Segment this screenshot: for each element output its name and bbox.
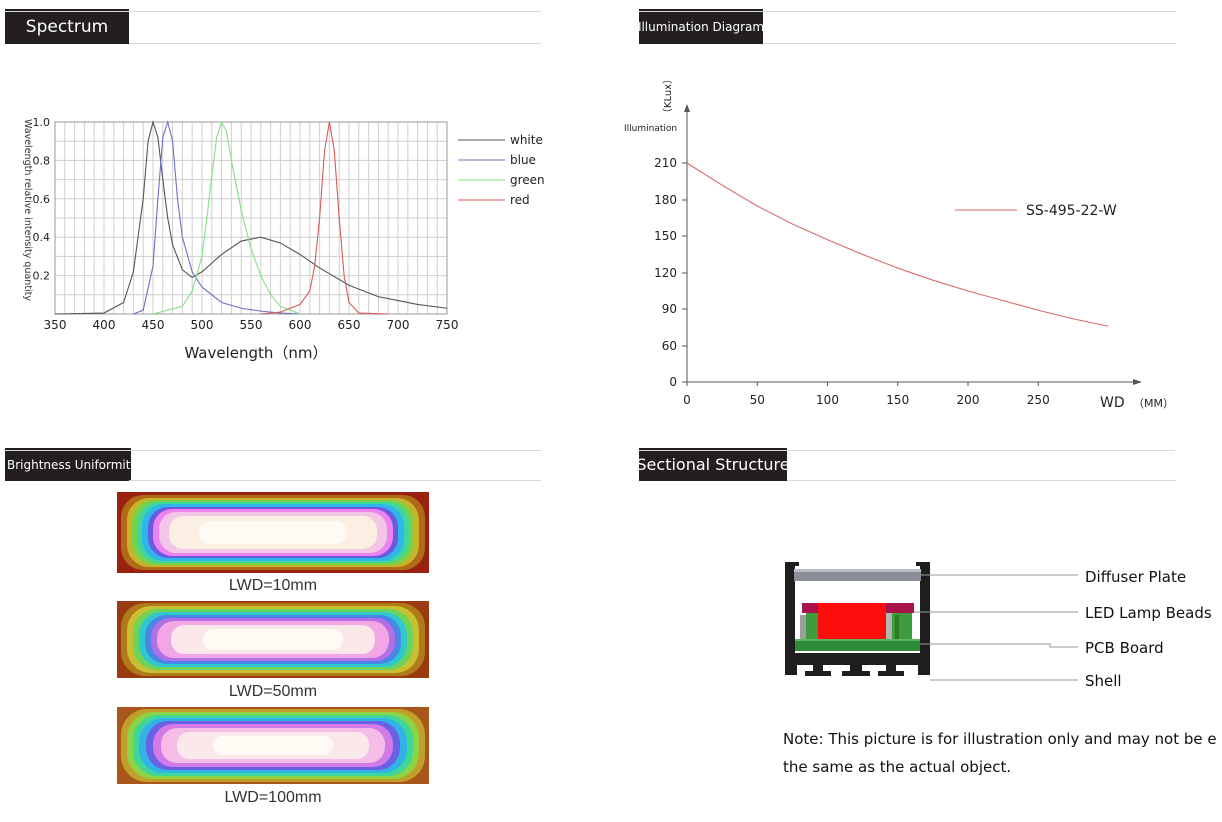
brightness-heatmap-50mm xyxy=(117,601,429,678)
y-tick-label: 180 xyxy=(654,193,677,207)
y-tick-label: 0.8 xyxy=(33,154,51,167)
legend-label-white: white xyxy=(510,133,543,147)
heatmap-caption-10mm: LWD=10mm xyxy=(228,577,318,594)
y-tick-label: 210 xyxy=(654,156,677,170)
section-title-brightness: Brightness Uniformity xyxy=(5,448,138,481)
divider xyxy=(129,43,541,44)
x-tick-label: 700 xyxy=(387,318,410,332)
y-tick-label: 1.0 xyxy=(33,116,51,129)
y-tick-label: 0 xyxy=(669,375,677,389)
x-tick-label: 0 xyxy=(683,393,691,407)
spectrum-chart: 350 400 450 500 550 600 650 700 750 1.0 0.8 0.6 0.4… xyxy=(22,116,545,362)
spectrum-x-ticks: 350 400 450 500 550 600 650 700 750 xyxy=(44,318,459,332)
legend-label-blue: blue xyxy=(510,153,536,167)
series-line-green xyxy=(152,120,301,315)
x-tick-label: 200 xyxy=(957,393,980,407)
heatmap-caption-50mm: LWD=50mm xyxy=(228,683,318,700)
y-tick-label: 60 xyxy=(662,339,677,353)
spectrum-x-axis-label: Wavelength（nm） xyxy=(184,344,327,362)
x-tick-label: 600 xyxy=(289,318,312,332)
illumination-x-ticks: 0 50 100 150 200 250 xyxy=(683,382,1050,407)
y-tick-label: 0.2 xyxy=(33,270,51,283)
x-tick-label: 400 xyxy=(93,318,116,332)
series-line-white xyxy=(54,120,448,315)
x-tick-label: 450 xyxy=(142,318,165,332)
series-line-blue xyxy=(133,120,301,315)
illumination-chart: 0 50 100 150 200 250 0 60 90 120 150 180 210 SS-495… xyxy=(624,74,1174,411)
heatmap-caption-100mm: LWD=100mm xyxy=(224,789,322,806)
spectrum-series xyxy=(54,120,448,315)
divider xyxy=(787,480,1176,481)
illumination-x-axis-label: WD xyxy=(1100,395,1125,411)
pcb-board xyxy=(795,639,920,651)
shell-profile xyxy=(785,562,930,676)
x-tick-label: 100 xyxy=(816,393,839,407)
label-shell: Shell xyxy=(1085,672,1122,690)
x-tick-label: 350 xyxy=(44,318,67,332)
x-tick-label: 250 xyxy=(1027,393,1050,407)
x-tick-label: 500 xyxy=(191,318,214,332)
illustration-note: Note: This picture is for illustration o… xyxy=(783,725,1222,781)
divider xyxy=(5,450,541,451)
illumination-axes xyxy=(684,104,1142,385)
x-tick-label: 150 xyxy=(886,393,909,407)
illumination-x-unit: （MM） xyxy=(1133,397,1174,410)
note-line-2: the same as the actual object. xyxy=(783,758,1012,776)
divider xyxy=(129,480,541,481)
y-tick-label: 0.6 xyxy=(33,193,51,206)
brightness-heatmap-10mm xyxy=(117,492,429,573)
section-title-spectrum: Spectrum xyxy=(5,9,129,44)
spectrum-y-ticks: 1.0 0.8 0.6 0.4 0.2 xyxy=(33,116,51,283)
illumination-y-ticks: 0 60 90 120 150 180 210 xyxy=(654,156,687,389)
y-tick-label: 120 xyxy=(654,266,677,280)
divider xyxy=(763,43,1176,44)
x-tick-label: 550 xyxy=(240,318,263,332)
label-diffuser-plate: Diffuser Plate xyxy=(1085,568,1186,586)
spectrum-grid xyxy=(54,121,448,315)
led-chip xyxy=(818,603,886,639)
series-line-ss-495-22-w xyxy=(686,162,1109,327)
label-pcb-board: PCB Board xyxy=(1085,639,1164,657)
y-tick-label: 0.4 xyxy=(33,231,51,244)
y-tick-label: 90 xyxy=(662,302,677,316)
illumination-y-unit: （KLux） xyxy=(662,74,674,118)
brightness-heatmap-100mm xyxy=(117,707,429,784)
section-title-sectional: Sectional Structure xyxy=(636,448,790,481)
legend-label-red: red xyxy=(510,193,530,207)
y-axis-arrow xyxy=(684,104,690,112)
spectrum-legend: white blue green red xyxy=(458,133,545,207)
plot-frame xyxy=(54,121,448,315)
divider xyxy=(639,11,1176,12)
illumination-legend: SS-495-22-W xyxy=(955,203,1117,219)
x-tick-label: 750 xyxy=(436,318,459,332)
x-tick-label: 50 xyxy=(750,393,765,407)
sectional-structure-diagram: Diffuser Plate LED Lamp Beads PCB Board … xyxy=(785,562,1212,690)
note-line-1: Note: This picture is for illustration o… xyxy=(783,730,1217,748)
illumination-y-axis-label: Illumination xyxy=(624,124,677,134)
legend-label-green: green xyxy=(510,173,545,187)
y-tick-label: 150 xyxy=(654,229,677,243)
illumination-series xyxy=(686,162,1109,327)
legend-label-ss-495-22-w: SS-495-22-W xyxy=(1026,203,1117,219)
x-axis-arrow xyxy=(1133,379,1142,385)
spectrum-y-axis-label: Wavelength relative intensity quantity xyxy=(22,119,33,301)
section-title-illumination: Illumination Diagram xyxy=(638,9,764,44)
x-tick-label: 650 xyxy=(338,318,361,332)
divider xyxy=(639,450,1175,451)
series-line-red xyxy=(260,121,389,315)
label-led-lamp-beads: LED Lamp Beads xyxy=(1085,604,1212,622)
divider xyxy=(5,11,541,12)
